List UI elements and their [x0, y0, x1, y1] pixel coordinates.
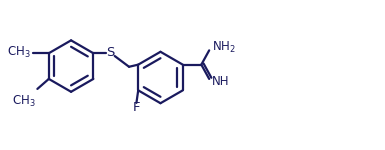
- Text: CH$_3$: CH$_3$: [12, 94, 35, 109]
- Text: S: S: [106, 46, 115, 59]
- Text: F: F: [133, 101, 140, 114]
- Text: NH$_2$: NH$_2$: [212, 40, 236, 55]
- Text: NH: NH: [212, 75, 229, 88]
- Text: CH$_3$: CH$_3$: [7, 45, 30, 60]
